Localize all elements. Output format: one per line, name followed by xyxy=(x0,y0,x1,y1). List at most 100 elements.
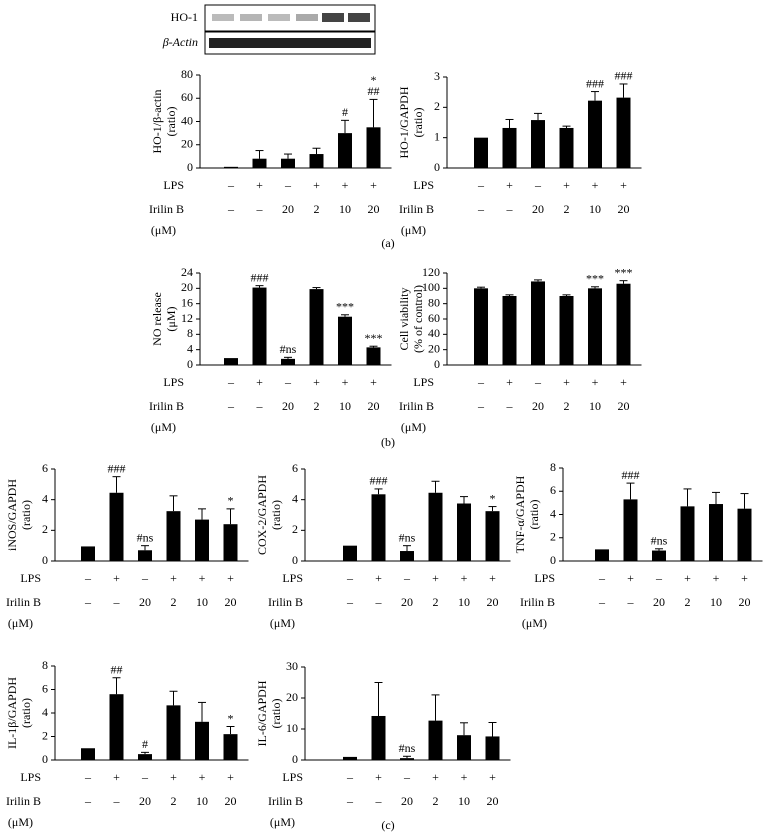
x-tick-label: + xyxy=(432,571,439,585)
x-tick-label: – xyxy=(284,375,292,389)
x-tick-label: – xyxy=(227,178,235,192)
y-tick-label: 0 xyxy=(292,752,298,766)
chart: 0 2 4 6 iNOS/GAPDH (ratio) ### #ns * LPS – + – + + + Iri… xyxy=(5,461,249,630)
x-tick-label: – xyxy=(655,571,663,585)
y-axis-label: (ratio) xyxy=(269,500,283,530)
x-tick-label: – xyxy=(346,595,354,609)
x-tick-label: 20 xyxy=(139,794,151,808)
row-label: Irilin B xyxy=(520,595,555,609)
bar xyxy=(588,288,602,365)
bar xyxy=(652,550,666,561)
x-tick-label: 20 xyxy=(225,595,237,609)
x-tick-label: 20 xyxy=(282,399,294,413)
bar xyxy=(428,720,443,760)
x-tick-label: – xyxy=(534,375,542,389)
bar xyxy=(502,127,517,168)
row-label: LPS xyxy=(413,178,434,192)
x-tick-label: 10 xyxy=(339,399,351,413)
row-unit: (μM) xyxy=(401,420,426,434)
x-tick-label: – xyxy=(227,375,235,389)
x-tick-label: 20 xyxy=(487,794,499,808)
y-tick-label: 60 xyxy=(181,90,193,104)
x-tick-label: 20 xyxy=(401,595,413,609)
x-tick-label: – xyxy=(506,202,514,216)
bar xyxy=(166,511,181,561)
y-axis-label: Cell viability xyxy=(397,288,411,351)
x-tick-label: 20 xyxy=(368,399,380,413)
blot-label: β-Actin xyxy=(162,35,198,49)
x-tick-label: – xyxy=(375,595,383,609)
western-blot: HO-1 β-Actin xyxy=(162,4,376,55)
row-label: LPS xyxy=(163,178,184,192)
y-tick-label: 20 xyxy=(181,280,193,294)
x-tick-label: – xyxy=(256,202,264,216)
row-unit: (μM) xyxy=(8,616,33,630)
x-tick-label: + xyxy=(170,571,177,585)
y-tick-label: 2 xyxy=(42,522,48,536)
x-tick-label: + xyxy=(592,375,599,389)
bar xyxy=(338,316,352,365)
annotation: * xyxy=(490,491,496,505)
y-tick-label: 6 xyxy=(292,461,298,475)
bar xyxy=(309,289,324,365)
chart: 0 10 20 30 IL-6/GAPDH (ratio) #ns LPS – + – + + + Iril… xyxy=(255,659,511,829)
bar xyxy=(138,754,152,760)
row-label: Irilin B xyxy=(6,595,41,609)
annotation: ### xyxy=(370,474,388,488)
bar xyxy=(474,137,488,168)
x-tick-label: + xyxy=(375,770,382,784)
y-tick-label: 4 xyxy=(187,341,193,355)
x-tick-label: – xyxy=(84,770,92,784)
x-tick-label: + xyxy=(313,178,320,192)
y-axis-label: (ratio) xyxy=(164,107,178,137)
bar xyxy=(366,347,381,365)
x-tick-label: – xyxy=(375,794,383,808)
bar xyxy=(81,748,95,760)
y-tick-label: 4 xyxy=(42,491,48,505)
row-label: Irilin B xyxy=(268,794,303,808)
x-tick-label: + xyxy=(563,178,570,192)
bar xyxy=(109,492,124,561)
y-tick-label: 4 xyxy=(42,705,48,719)
bar xyxy=(223,734,238,760)
y-tick-label: 6 xyxy=(42,461,48,475)
y-axis-label: TNF-α/GAPDH xyxy=(513,475,527,553)
annotation: ### xyxy=(251,270,269,284)
x-tick-label: + xyxy=(506,375,513,389)
x-tick-label: + xyxy=(506,178,513,192)
x-tick-label: + xyxy=(461,571,468,585)
x-tick-label: 20 xyxy=(653,595,665,609)
y-tick-label: 0 xyxy=(434,160,440,174)
bar xyxy=(224,166,238,168)
bar xyxy=(109,694,124,760)
y-axis-label: iNOS/GAPDH xyxy=(5,479,19,551)
row-unit: (μM) xyxy=(270,616,295,630)
annotation: #ns xyxy=(280,342,297,356)
panel-label: (a) xyxy=(381,236,394,250)
y-tick-label: 0 xyxy=(292,553,298,567)
bar xyxy=(343,756,357,760)
row-unit: (μM) xyxy=(151,420,176,434)
y-tick-label: 1 xyxy=(434,129,440,143)
x-tick-label: + xyxy=(256,375,263,389)
y-tick-label: 60 xyxy=(428,311,440,325)
x-tick-label: 20 xyxy=(139,595,151,609)
y-tick-label: 80 xyxy=(181,67,193,81)
row-label: Irilin B xyxy=(6,794,41,808)
x-tick-label: – xyxy=(534,178,542,192)
y-axis-label: COX-2/GAPDH xyxy=(255,475,269,555)
y-tick-label: 40 xyxy=(428,326,440,340)
y-tick-label: 0 xyxy=(434,357,440,371)
y-axis-label: NO release xyxy=(150,292,164,346)
annotation: #ns xyxy=(651,534,668,548)
annotation: * xyxy=(228,711,234,725)
bar xyxy=(737,508,752,561)
bar xyxy=(457,503,471,561)
x-tick-label: + xyxy=(170,770,177,784)
x-tick-label: 10 xyxy=(458,595,470,609)
annotation: *** xyxy=(615,265,633,279)
y-tick-label: 20 xyxy=(181,137,193,151)
bar xyxy=(531,281,545,365)
y-tick-label: 80 xyxy=(428,295,440,309)
x-tick-label: – xyxy=(113,595,121,609)
